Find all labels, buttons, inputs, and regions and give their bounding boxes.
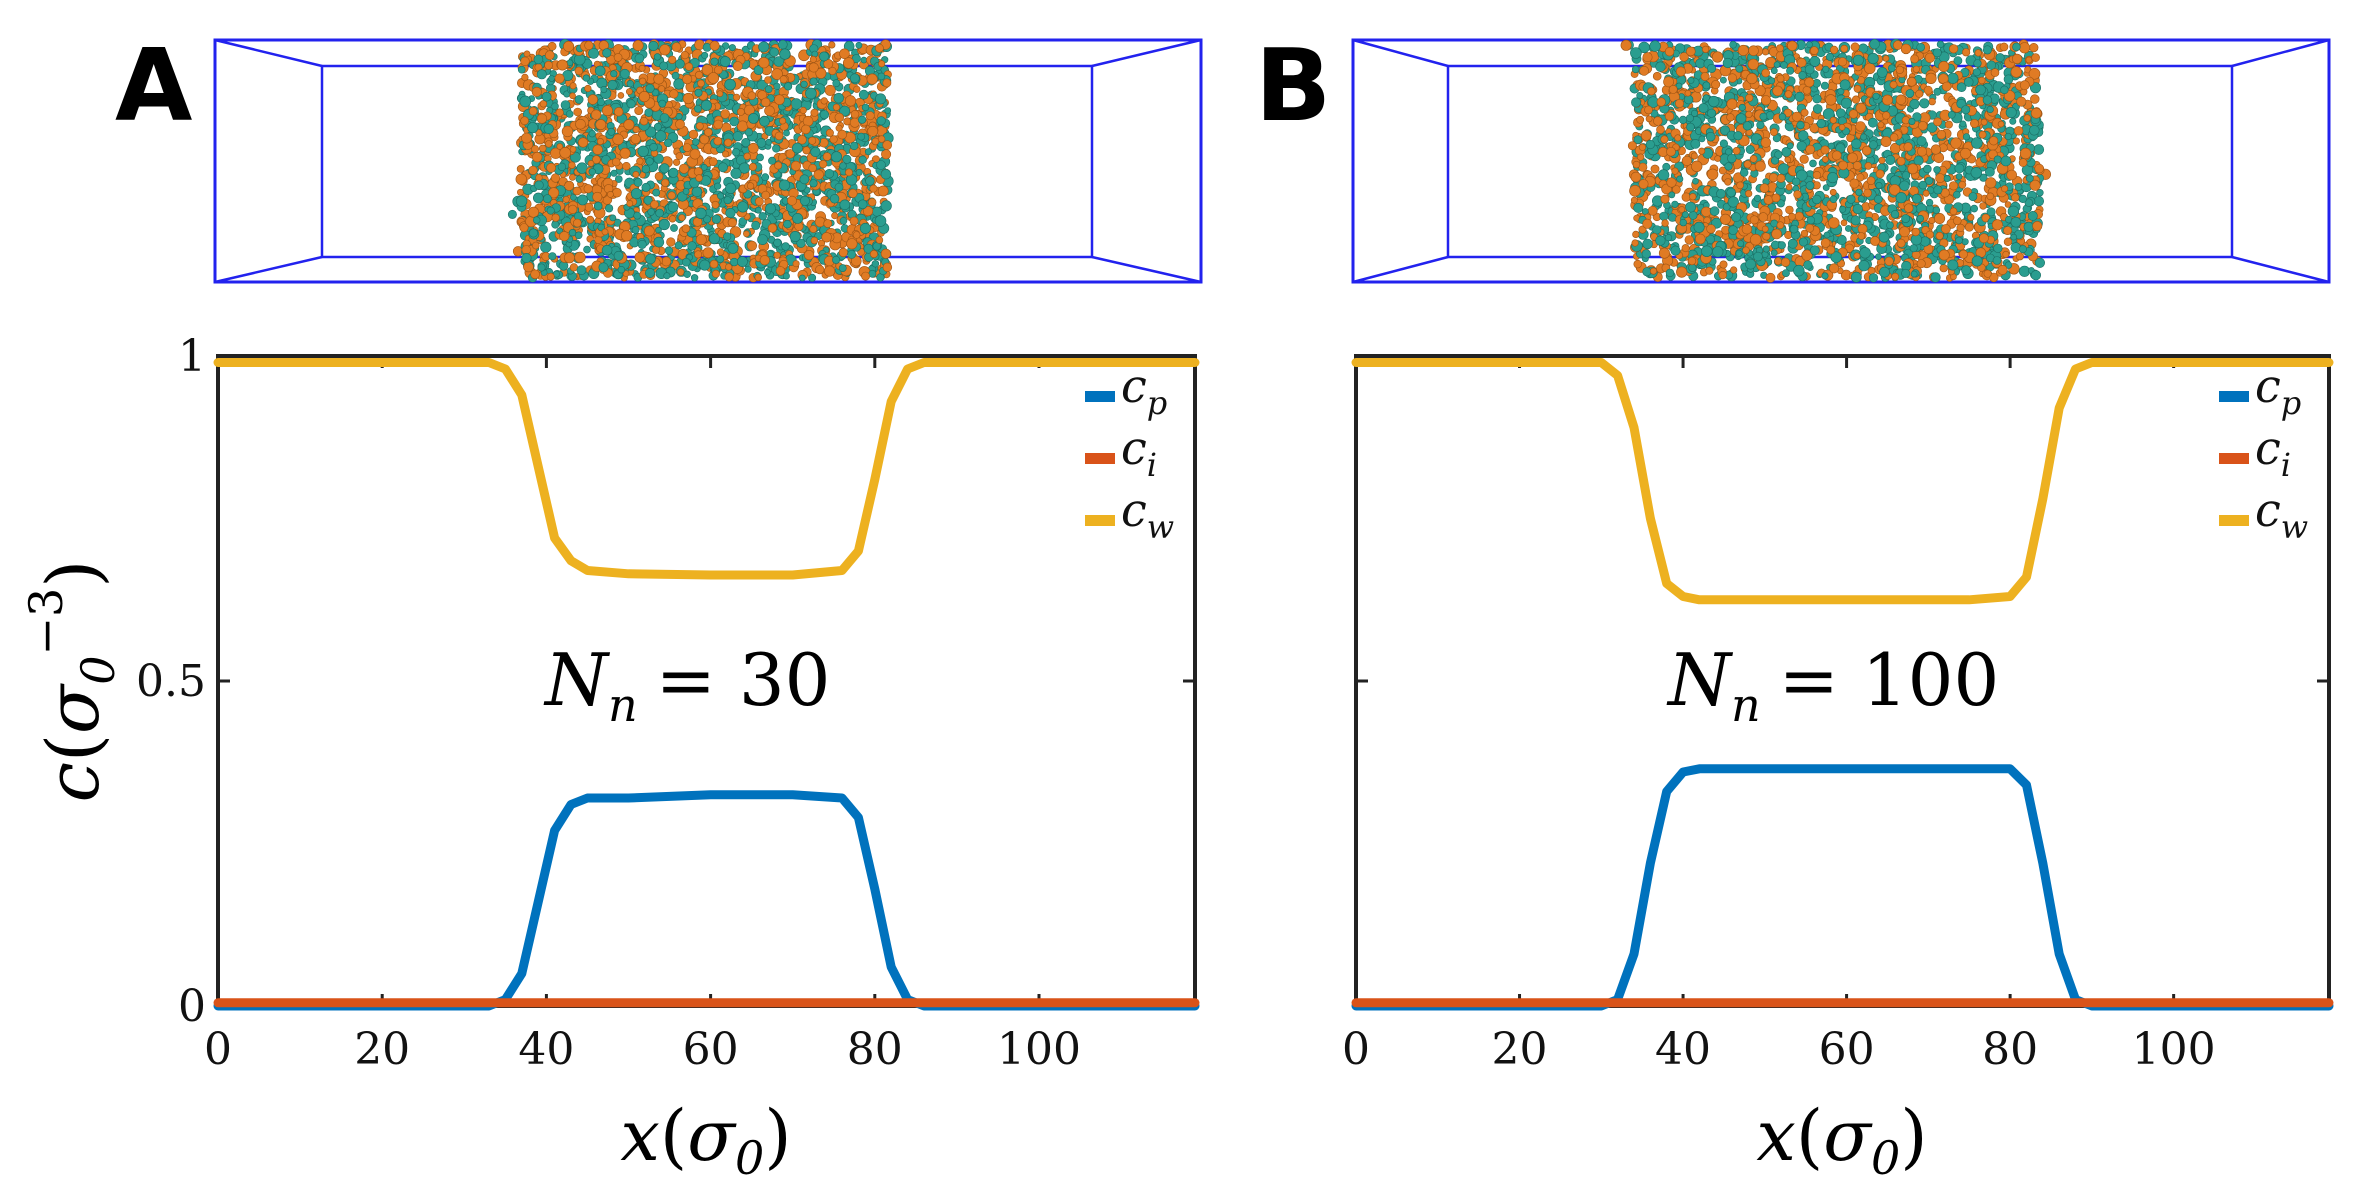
tick-layer: 0 20 40 60 80 100 0 0.5 1	[136, 331, 1195, 1075]
x-tick-label: 40	[518, 1024, 574, 1075]
panel-b-box-edge	[1352, 255, 1449, 284]
legend-label-c-p: cp	[1121, 359, 1167, 422]
panel-b-snapshot: B	[1255, 27, 2331, 284]
annotation-n: N	[543, 638, 611, 722]
x-axis-label: x(σ0)	[1756, 1095, 1927, 1185]
x-tick-label: 0	[1342, 1024, 1370, 1075]
legend-swatch-c-w	[1085, 515, 1115, 526]
panel-a-snapshot: A	[115, 27, 1203, 284]
panel-a-box-edge	[214, 38, 323, 68]
series-layer	[1351, 358, 2334, 1011]
annotation-value: = 30	[656, 638, 831, 722]
x-tick-label: 100	[997, 1024, 1081, 1075]
annotation-sub: n	[608, 678, 638, 732]
x-tick-label: 0	[204, 1024, 232, 1075]
panel-a-letter: A	[115, 27, 192, 144]
series-line-c-p	[213, 790, 1200, 1011]
x-tick-label: 80	[847, 1024, 903, 1075]
legend-swatch-c-p	[1085, 391, 1115, 402]
legend-label-c-i: ci	[2255, 421, 2291, 484]
x-tick-label: 40	[1655, 1024, 1711, 1075]
legend-swatch-c-p	[2219, 391, 2249, 402]
panel-a-bead-slab	[507, 38, 894, 283]
panel-b-box-outer	[1351, 38, 2331, 284]
legend-swatch-c-i	[2219, 453, 2249, 464]
panel-b-box-edge	[2231, 255, 2330, 284]
x-tick-label: 100	[2132, 1024, 2216, 1075]
annotation-label: Nn = 100	[1666, 638, 1999, 732]
annotation-value: = 100	[1779, 638, 2000, 722]
legend-label-c-p: cp	[2255, 359, 2301, 422]
legend-swatch-c-i	[1085, 453, 1115, 464]
legend-swatch-c-w	[2219, 515, 2249, 526]
x-tick-label: 60	[683, 1024, 739, 1075]
panel-b-letter: B	[1255, 27, 1331, 144]
panel-b-box-edge	[1352, 38, 1449, 68]
panel-a-box-edge	[214, 255, 323, 284]
x-tick-label: 20	[354, 1024, 410, 1075]
panel-b-bead-slab	[1620, 38, 2051, 283]
y-tick-label: 0	[178, 981, 206, 1032]
x-tick-label: 60	[1819, 1024, 1875, 1075]
series-line-c-w	[213, 358, 1200, 580]
annotation-label: Nn = 30	[543, 638, 830, 732]
x-tick-label: 80	[1982, 1024, 2038, 1075]
y-tick-label: 0.5	[136, 656, 206, 707]
y-tick-label: 1	[178, 331, 206, 382]
panel-a-box-edge	[1091, 38, 1202, 68]
x-axis-label: x(σ0)	[620, 1095, 791, 1185]
legend-label-c-i: ci	[1121, 421, 1157, 484]
x-tick-label: 20	[1492, 1024, 1548, 1075]
legend-label-c-w: cw	[2255, 483, 2308, 546]
legend-label-c-w: cw	[1121, 483, 1174, 546]
y-axis-label: c(σ0−3)	[19, 560, 125, 803]
panel-a-box-edge	[1091, 255, 1202, 284]
annotation-sub: n	[1731, 678, 1761, 732]
panel-b-box-edge	[2231, 38, 2330, 68]
annotation-n: N	[1666, 638, 1734, 722]
series-line-c-w	[1351, 358, 2334, 605]
series-line-c-p	[1351, 764, 2334, 1011]
series-layer	[213, 358, 1200, 1011]
tick-layer: 0 20 40 60 80 100	[1342, 354, 2329, 1075]
